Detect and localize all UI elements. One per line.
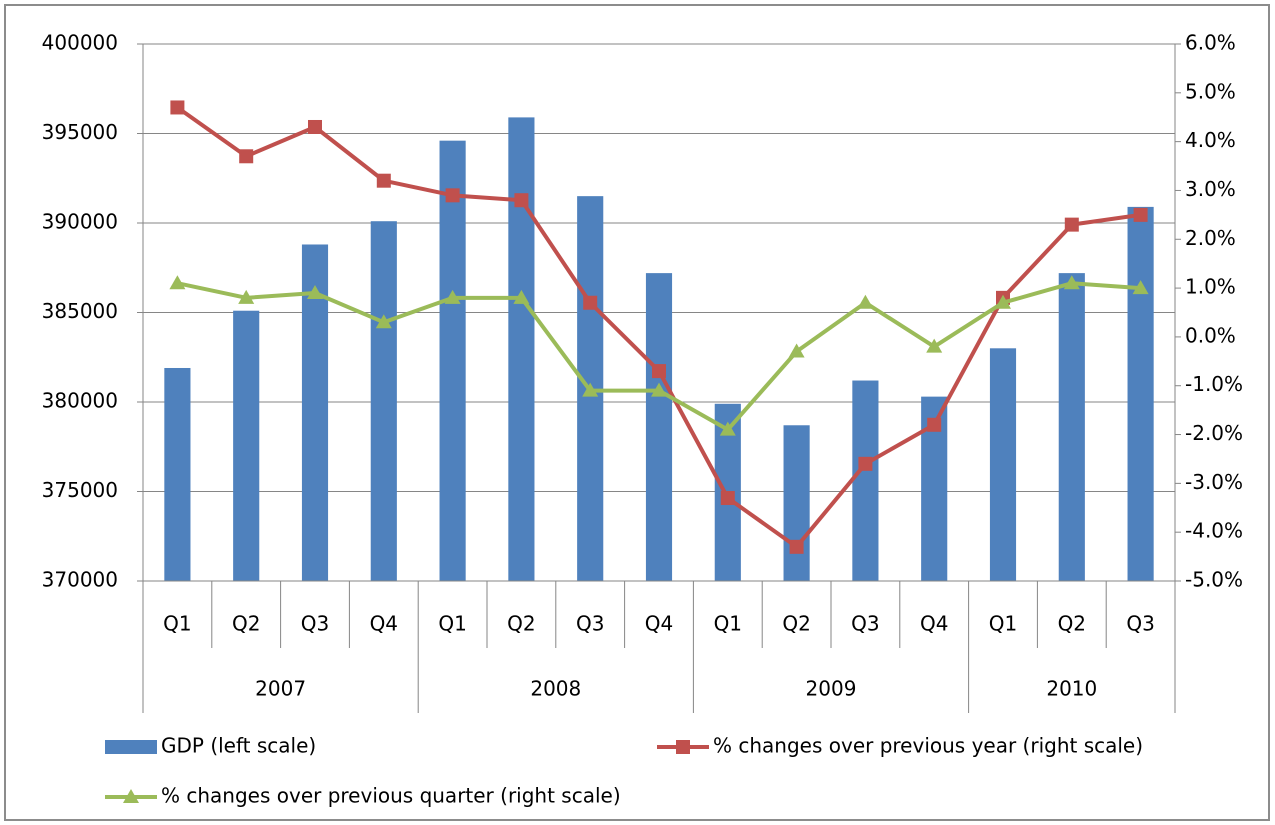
x-tick-label: Q4: [645, 612, 673, 636]
line-marker: [308, 119, 322, 134]
y-tick-label: 395000: [42, 120, 118, 144]
line-marker: [583, 295, 598, 310]
x-tick-label: Q2: [232, 612, 260, 636]
x-tick-label: Q1: [163, 612, 191, 636]
legend-label: % changes over previous quarter (right s…: [161, 784, 621, 808]
line-marker: [788, 343, 805, 358]
x-tick-label: Q2: [1058, 612, 1086, 636]
line-marker: [651, 382, 667, 397]
legend-marker: [676, 740, 690, 754]
x-group-label: 2007: [255, 677, 306, 701]
line-marker: [445, 188, 460, 203]
bar: [508, 117, 535, 581]
line-marker: [995, 294, 1011, 309]
y2-tick-label: -1.0%: [1185, 372, 1243, 396]
line-marker: [1133, 207, 1148, 222]
bar: [989, 348, 1017, 581]
chart-frame: [4, 4, 1270, 821]
bar: [783, 425, 810, 581]
y2-tick-label: 0.0%: [1185, 323, 1236, 347]
line-marker: [582, 382, 599, 397]
x-group-label: 2010: [1046, 677, 1097, 701]
line-marker: [858, 456, 873, 471]
line-marker: [239, 149, 254, 164]
bar: [233, 310, 260, 581]
x-tick-label: Q3: [1126, 612, 1154, 636]
y2-tick-label: 6.0%: [1185, 31, 1236, 55]
x-tick-label: Q3: [851, 612, 879, 636]
x-tick-label: Q3: [301, 612, 329, 636]
line-marker: [376, 173, 391, 188]
bar: [1058, 273, 1085, 581]
x-group-label: 2009: [806, 677, 857, 701]
line-marker: [652, 364, 666, 379]
x-tick-label: Q2: [507, 612, 535, 636]
bar: [645, 273, 673, 581]
x-tick-label: Q3: [576, 612, 604, 636]
line-marker: [513, 289, 530, 304]
legend-marker: [123, 789, 139, 803]
y2-tick-label: 4.0%: [1185, 128, 1236, 152]
line-marker: [169, 275, 186, 290]
line-marker: [719, 421, 736, 436]
y-tick-label: 380000: [42, 389, 118, 413]
bar: [301, 244, 329, 582]
line-marker: [170, 100, 185, 115]
line-marker: [307, 284, 323, 299]
x-tick-label: Q1: [714, 612, 742, 636]
x-tick-label: Q4: [370, 612, 398, 636]
line-marker: [926, 338, 943, 353]
x-tick-label: Q2: [782, 612, 810, 636]
line-marker: [720, 491, 735, 506]
x-tick-label: Q1: [438, 612, 466, 636]
y-tick-label: 390000: [42, 210, 118, 234]
line-marker: [789, 539, 804, 554]
y2-tick-label: -2.0%: [1185, 421, 1243, 445]
legend-swatch: [105, 740, 157, 754]
line-marker: [375, 314, 392, 329]
line-marker: [1063, 275, 1080, 290]
line-marker: [238, 289, 255, 304]
y2-tick-label: -4.0%: [1185, 519, 1243, 543]
y2-tick-label: 3.0%: [1185, 177, 1236, 201]
x-group-label: 2008: [530, 677, 581, 701]
line-marker: [927, 417, 942, 432]
line-marker: [857, 294, 874, 309]
bar: [1127, 206, 1154, 581]
x-tick-label: Q1: [989, 612, 1017, 636]
y2-tick-label: 2.0%: [1185, 226, 1236, 250]
bar: [164, 367, 191, 581]
bar: [370, 221, 397, 581]
legend-label: GDP (left scale): [161, 734, 316, 758]
bar: [439, 140, 466, 581]
y2-tick-label: 5.0%: [1185, 79, 1236, 103]
line-marker: [1132, 280, 1149, 295]
y2-tick-label: -3.0%: [1185, 470, 1243, 494]
line-marker: [514, 193, 529, 208]
y2-tick-label: 1.0%: [1185, 275, 1236, 299]
y-tick-label: 385000: [42, 299, 118, 323]
line-marker: [444, 289, 461, 304]
bar: [852, 380, 879, 581]
y-tick-label: 400000: [42, 31, 118, 55]
y-tick-label: 375000: [42, 478, 118, 502]
legend-label: % changes over previous year (right scal…: [713, 734, 1143, 758]
x-tick-label: Q4: [920, 612, 948, 636]
line-marker: [1064, 217, 1079, 232]
y2-tick-label: -5.0%: [1185, 568, 1243, 592]
y-tick-label: 370000: [42, 568, 118, 592]
